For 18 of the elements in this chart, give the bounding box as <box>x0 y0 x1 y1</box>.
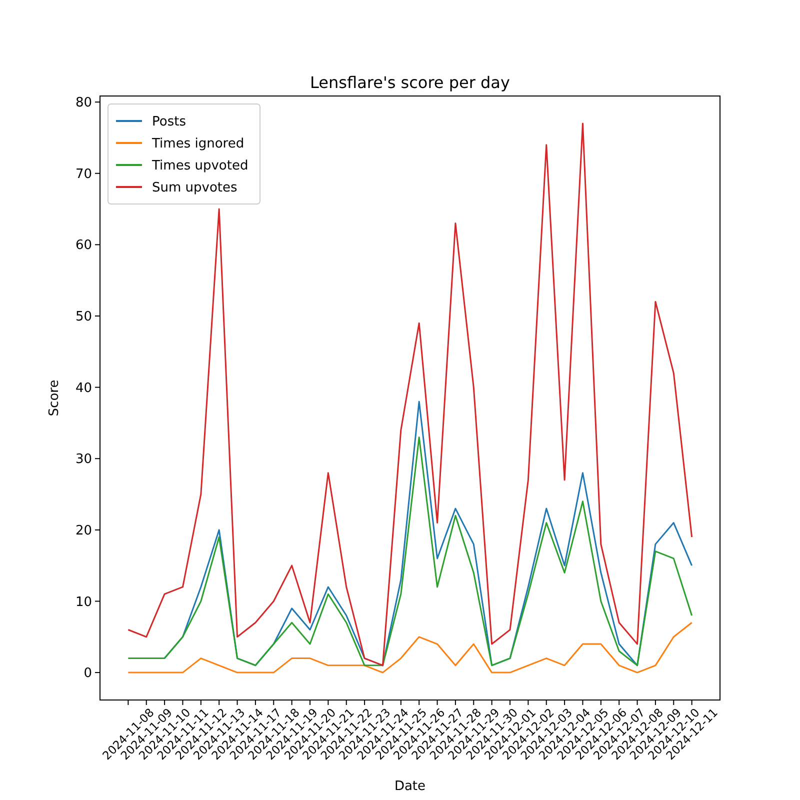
x-axis-title: Date <box>394 779 426 794</box>
line-series <box>127 436 693 666</box>
y-tick-label: 20 <box>75 523 92 538</box>
legend-label: Posts <box>152 114 186 130</box>
y-tick-label: 70 <box>75 166 92 182</box>
y-tick-label: 40 <box>75 380 92 396</box>
legend-label: Times ignored <box>151 136 244 152</box>
legend-label: Sum upvotes <box>152 180 238 196</box>
y-axis-title: Score <box>47 380 62 416</box>
y-tick-label: 10 <box>75 594 92 610</box>
legend-label: Times upvoted <box>151 158 248 174</box>
y-tick-label: 50 <box>75 310 92 325</box>
y-tick-label: 30 <box>75 452 92 468</box>
y-tick-label: 0 <box>84 666 92 682</box>
chart-title: Lensflare's score per day <box>310 73 510 92</box>
y-tick-label: 80 <box>75 96 92 111</box>
y-tick-label: 60 <box>75 238 92 254</box>
line-series <box>127 622 693 674</box>
